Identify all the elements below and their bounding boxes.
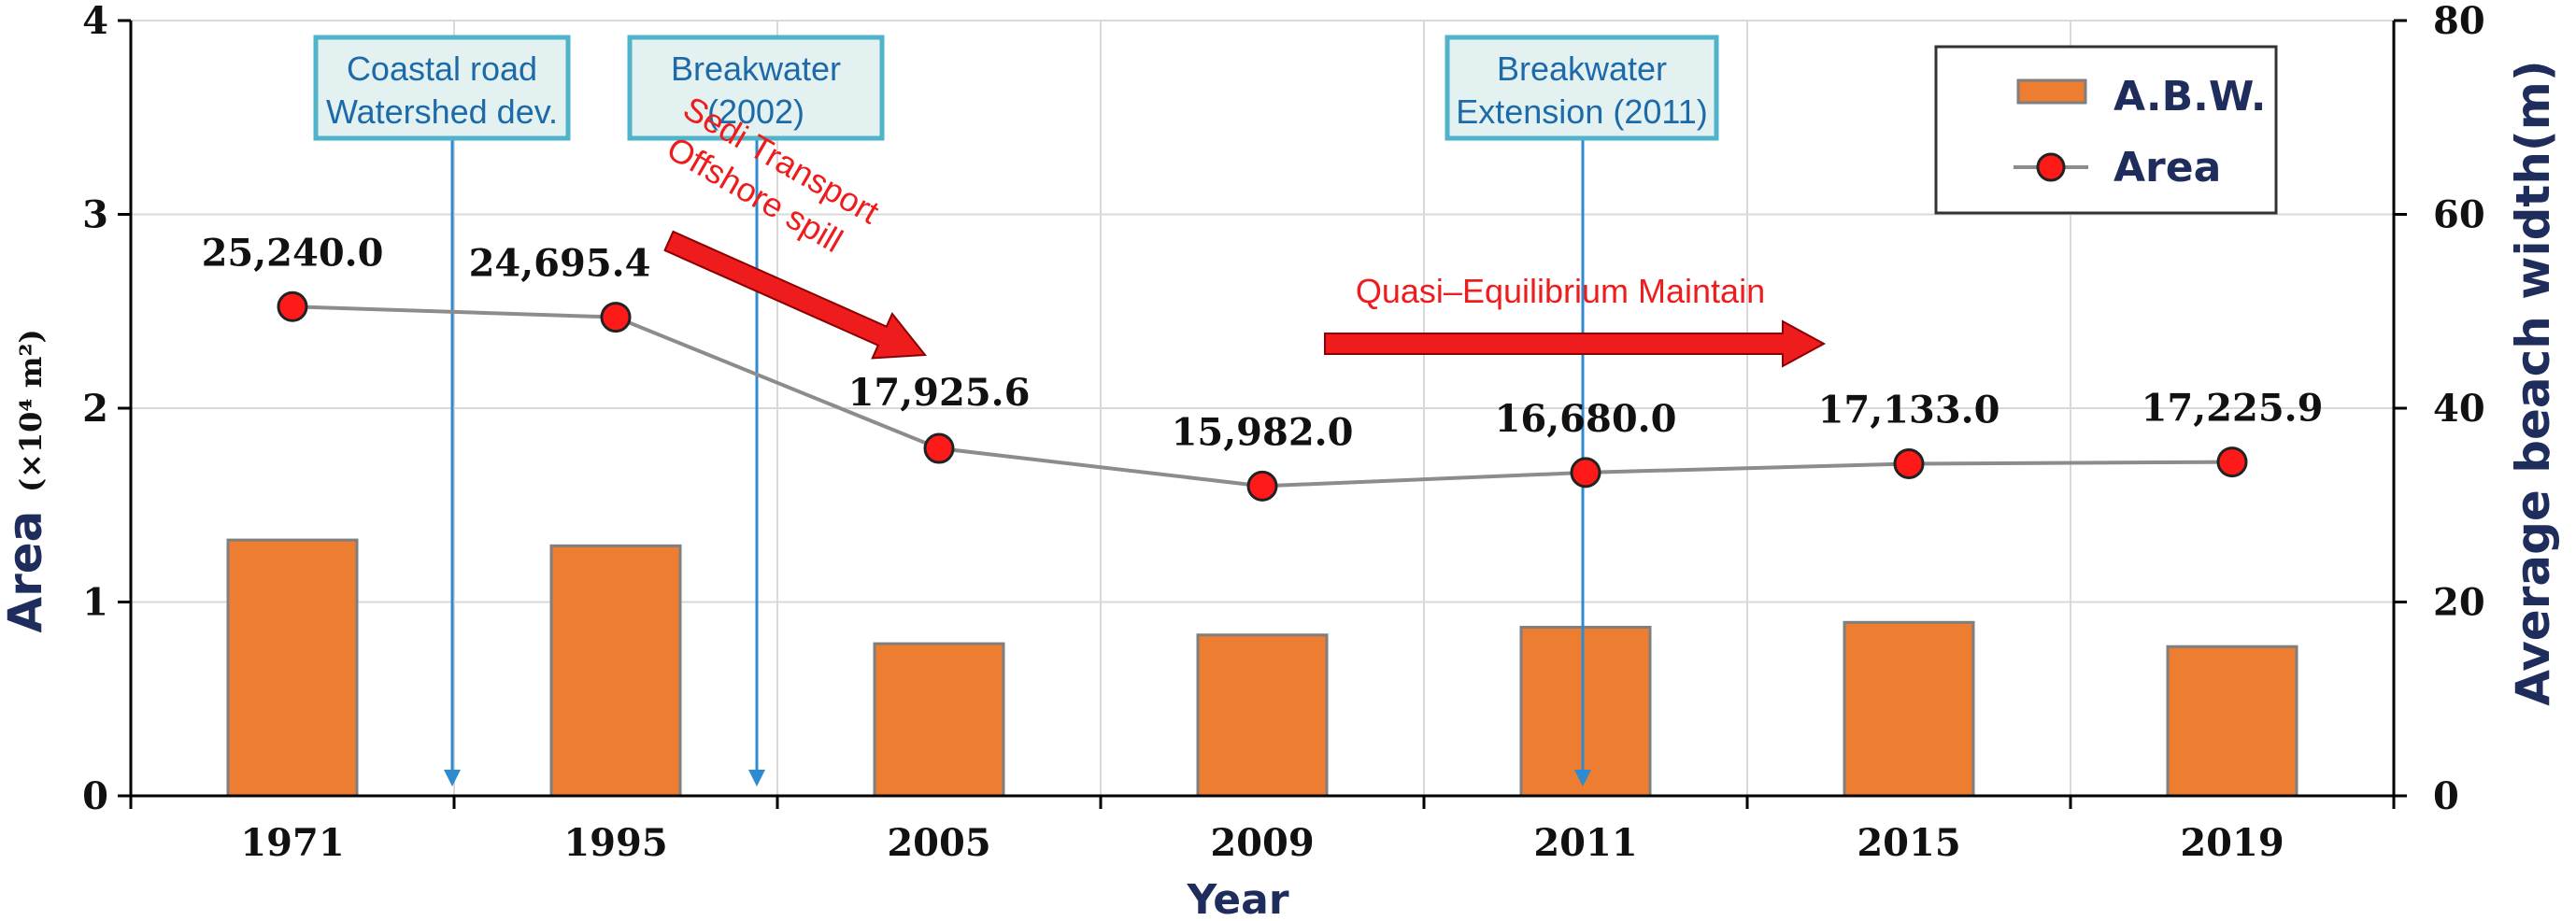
- data-labels: 25,240.0 24,695.4 17,925.6 15,982.0 16,680.0…: [202, 231, 2324, 454]
- event-box-line2: (2002): [707, 92, 804, 131]
- y-left-axis-title: Area (×10⁴ m²): [0, 329, 52, 632]
- axes: [118, 19, 2407, 809]
- x-tick-label: 2015: [1857, 821, 1960, 865]
- y-left-tick-label: 0: [82, 774, 108, 818]
- y-right-axis-title: Average beach width(m): [2506, 60, 2560, 705]
- bar: [1196, 633, 1329, 798]
- x-tick-label: 1971: [240, 821, 344, 865]
- x-tick-label: 1995: [563, 821, 667, 865]
- bars: [226, 538, 2298, 798]
- trend-text-horizontal: Quasi–Equilibrium Maintain: [1356, 272, 1765, 310]
- legend-bar-swatch: [2016, 78, 2087, 105]
- x-tick-label: 2009: [1210, 821, 1314, 865]
- event-arrow-head: [1574, 770, 1591, 786]
- x-tick-label: 2011: [1533, 821, 1637, 865]
- event-box-line1: Breakwater: [1497, 50, 1667, 88]
- area-marker: [923, 432, 955, 464]
- y-left-tick-label: 1: [82, 581, 108, 625]
- y-right-tick-label: 20: [2433, 581, 2485, 625]
- x-tick-label: 2005: [887, 821, 990, 865]
- event-annotations: Coastal road Watershed dev. Breakwater (200…: [313, 35, 1719, 786]
- area-marker: [1893, 447, 1925, 479]
- event-box-line1: Coastal road: [347, 50, 537, 88]
- area-data-label: 24,695.4: [469, 242, 651, 286]
- y-left-title-unit: (×10⁴ m²): [13, 329, 49, 492]
- area-data-label: 17,133.0: [1818, 388, 2000, 432]
- event-box: [627, 35, 885, 141]
- y-right-tick-label: 0: [2433, 774, 2459, 818]
- event-arrow-head: [748, 770, 765, 786]
- area-marker: [2216, 446, 2248, 478]
- bar: [226, 538, 359, 798]
- y-left-tick-label: 3: [82, 193, 108, 237]
- area-data-label: 15,982.0: [1172, 410, 1354, 454]
- event-box-line2: Watershed dev.: [326, 92, 558, 131]
- event-arrow-head: [444, 770, 461, 786]
- y-left-tick-label: 4: [82, 0, 108, 43]
- bar: [549, 544, 682, 798]
- svg-text:Area (×10⁴ m²): Area (×10⁴ m²): [0, 329, 52, 632]
- event-box-line1: Breakwater: [671, 50, 841, 88]
- legend-line-label: Area: [2113, 144, 2221, 191]
- y-right-tick-label: 80: [2433, 0, 2485, 43]
- y-right-tick-label: 60: [2433, 193, 2485, 237]
- bar: [873, 642, 1005, 798]
- x-axis-title: Year: [1186, 876, 1288, 921]
- area-marker: [277, 290, 308, 322]
- legend-bar-label: A.B.W.: [2113, 73, 2267, 120]
- bar: [1519, 625, 1652, 798]
- y-left-tick-label: 2: [82, 387, 108, 431]
- area-data-label: 25,240.0: [202, 231, 384, 275]
- x-tick-label: 2019: [2180, 821, 2284, 865]
- area-data-label: 16,680.0: [1495, 397, 1677, 441]
- area-line: [277, 290, 2248, 502]
- area-marker: [1570, 457, 1601, 489]
- legend-frame: [1934, 45, 2278, 215]
- legend-marker-swatch: [2036, 152, 2066, 182]
- area-marker: [1246, 470, 1278, 502]
- legend: A.B.W. Area: [1934, 45, 2278, 215]
- trend-arrow-diagonal: [663, 230, 927, 360]
- area-data-label: 17,225.9: [2142, 387, 2324, 431]
- trend-arrow-horizontal: [1324, 319, 1827, 368]
- bar: [2166, 645, 2298, 798]
- bar: [1843, 620, 1975, 798]
- event-box: [1445, 35, 1719, 141]
- trend-arrow-shape: [663, 230, 927, 360]
- event-box-line2: Extension (2011): [1456, 92, 1708, 131]
- area-data-label: 17,925.6: [848, 371, 1031, 415]
- y-left-title-main: Area: [0, 511, 52, 633]
- y-right-tick-label: 40: [2433, 387, 2485, 431]
- area-marker: [600, 302, 632, 333]
- event-box: [313, 35, 571, 141]
